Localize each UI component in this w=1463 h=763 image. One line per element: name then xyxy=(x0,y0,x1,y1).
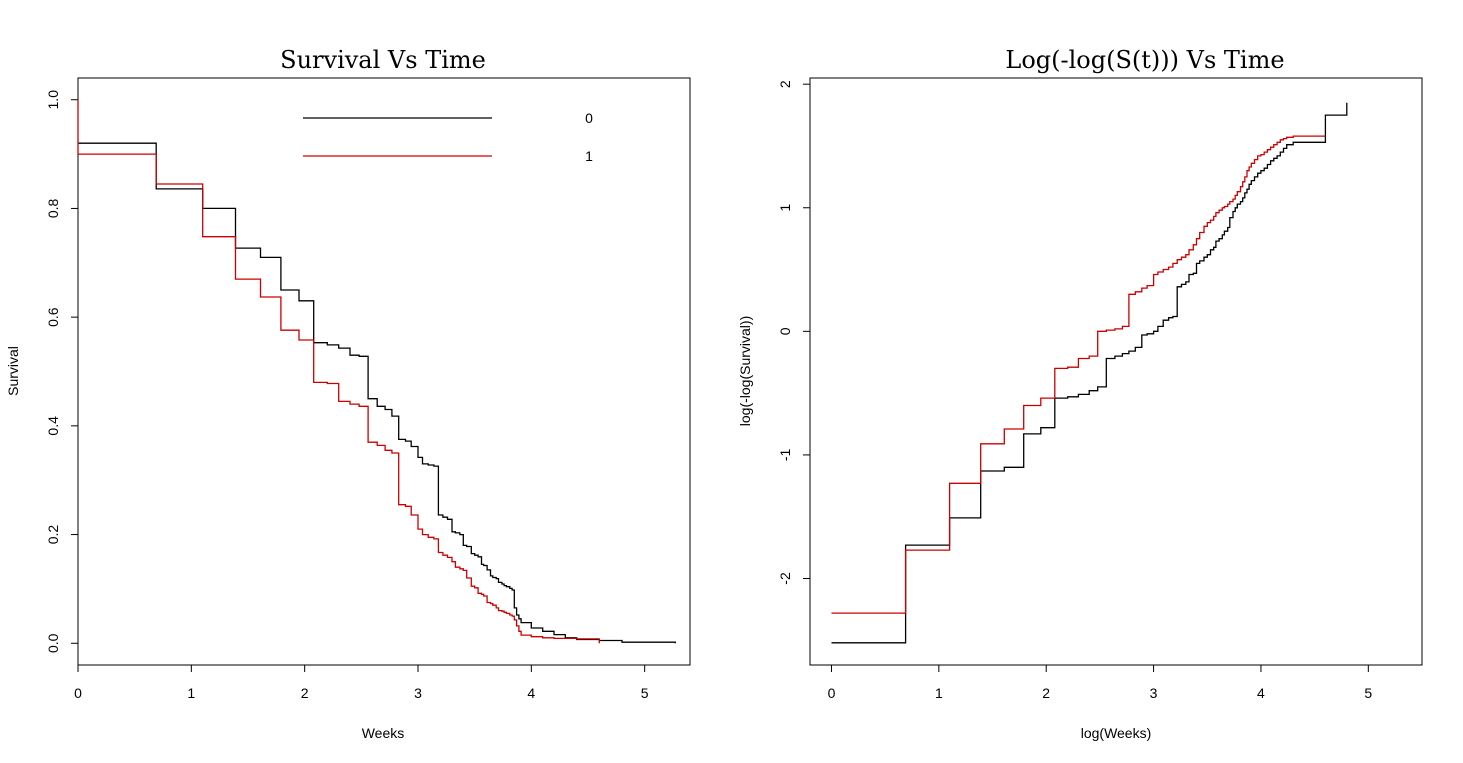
x-axis-loglog: 0 1 2 3 4 5 xyxy=(828,664,1372,701)
chart-title-survival: Survival Vs Time xyxy=(280,46,486,74)
y-tick-label: 0 xyxy=(777,327,793,335)
y-tick-label: 0.2 xyxy=(45,525,61,545)
x-axis-survival: 0 1 2 3 4 5 xyxy=(74,664,649,701)
x-tick-label: 2 xyxy=(301,685,309,701)
series-line-loglog-1 xyxy=(831,135,1326,614)
x-tick-label: 1 xyxy=(935,685,943,701)
series-line-loglog-0 xyxy=(831,102,1348,644)
x-tick-label: 0 xyxy=(74,685,82,701)
y-tick-label: 2 xyxy=(777,80,793,88)
y-tick-label: 1.0 xyxy=(45,90,61,110)
plot-frame-survival xyxy=(77,77,691,666)
legend-label-1: 1 xyxy=(585,148,593,164)
y-axis-loglog: -2 -1 0 1 2 xyxy=(777,80,811,585)
x-axis-label-loglog: log(Weeks) xyxy=(1081,725,1152,741)
x-tick-label: 0 xyxy=(828,685,836,701)
x-tick-label: 5 xyxy=(1364,685,1372,701)
x-tick-label: 3 xyxy=(414,685,422,701)
y-axis-survival: 0.0 0.2 0.4 0.6 0.8 1.0 xyxy=(45,90,79,653)
x-tick-label: 4 xyxy=(1257,685,1265,701)
plot-frame-loglog xyxy=(809,77,1423,666)
loglog-panel: Log(-log(S(t))) Vs Time 0 1 2 3 4 5 -2 -1 0 1 2 l… xyxy=(737,46,1423,741)
series-line-survival-1 xyxy=(77,99,600,644)
chart-title-loglog: Log(-log(S(t))) Vs Time xyxy=(1005,46,1284,74)
x-tick-label: 2 xyxy=(1042,685,1050,701)
y-axis-label-survival: Survival xyxy=(5,346,21,396)
y-tick-label: -2 xyxy=(777,572,793,585)
x-tick-label: 4 xyxy=(527,685,535,701)
x-axis-label-survival: Weeks xyxy=(362,725,405,741)
y-axis-label-loglog: log(-log(Survival)) xyxy=(737,316,753,426)
x-tick-label: 5 xyxy=(641,685,649,701)
y-tick-label: 0.4 xyxy=(45,416,61,436)
x-tick-label: 3 xyxy=(1150,685,1158,701)
series-group-loglog xyxy=(831,102,1348,644)
y-tick-label: 0.8 xyxy=(45,199,61,219)
series-line-survival-0 xyxy=(78,142,676,644)
legend-label-0: 0 xyxy=(585,110,593,126)
y-tick-label: 0.6 xyxy=(45,307,61,327)
y-tick-label: 1 xyxy=(777,204,793,212)
y-tick-label: -1 xyxy=(777,448,793,461)
y-tick-label: 0.0 xyxy=(45,633,61,653)
x-tick-label: 1 xyxy=(187,685,195,701)
series-group-survival xyxy=(77,99,676,644)
legend: 01 xyxy=(303,110,593,164)
